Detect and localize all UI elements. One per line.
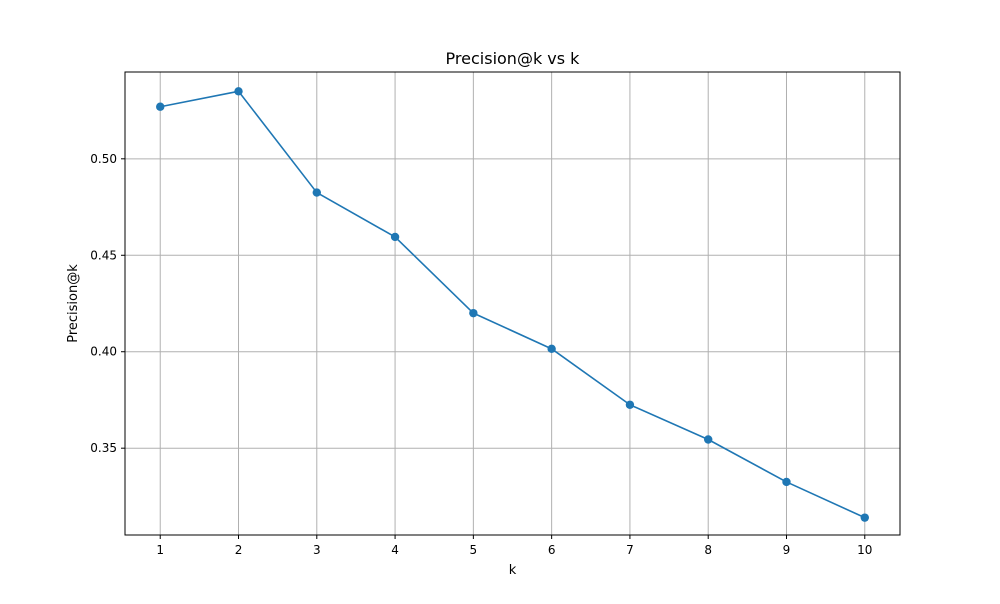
data-point-k10 — [860, 513, 869, 522]
data-point-k4 — [390, 232, 400, 242]
plot-background — [125, 72, 900, 535]
y-tick-label: 0.35 — [90, 441, 117, 455]
data-point-k6 — [547, 344, 556, 354]
x-tick-label: 10 — [857, 543, 872, 557]
data-point-k3 — [312, 188, 321, 197]
grid-layer — [125, 72, 900, 535]
x-tick-label: 2 — [235, 543, 243, 557]
x-tick-label: 6 — [548, 543, 556, 557]
data-point-k1 — [156, 102, 165, 111]
x-tick-label: 1 — [156, 543, 164, 557]
x-tick-label: 3 — [313, 543, 321, 557]
plot-frame — [124, 71, 901, 536]
x-tick-label: 4 — [391, 543, 399, 557]
data-point-k2 — [234, 87, 243, 96]
data-point-k8 — [704, 435, 713, 444]
data-point-k9 — [782, 477, 791, 487]
x-tick-label: 7 — [626, 543, 634, 557]
chart-title: Precision@k vs k — [446, 49, 581, 68]
x-tick-label: 9 — [783, 543, 791, 557]
series-layer — [156, 87, 869, 522]
data-point-k5 — [469, 308, 478, 318]
y-axis-label: Precision@k — [66, 264, 81, 343]
data-point-k7 — [625, 400, 635, 409]
y-tick-label: 0.50 — [90, 152, 117, 166]
x-tick-label: 5 — [470, 543, 478, 557]
series-line — [160, 90, 866, 519]
x-tick-label: 8 — [704, 543, 712, 557]
tick-layer: 1 2 3 4 5 6 7 8 9 10 0.35 0.40 0.45 0.50 — [90, 152, 872, 557]
x-axis-label: k — [509, 563, 517, 578]
y-tick-label: 0.40 — [90, 345, 117, 359]
y-tick-label: 0.45 — [90, 248, 117, 262]
